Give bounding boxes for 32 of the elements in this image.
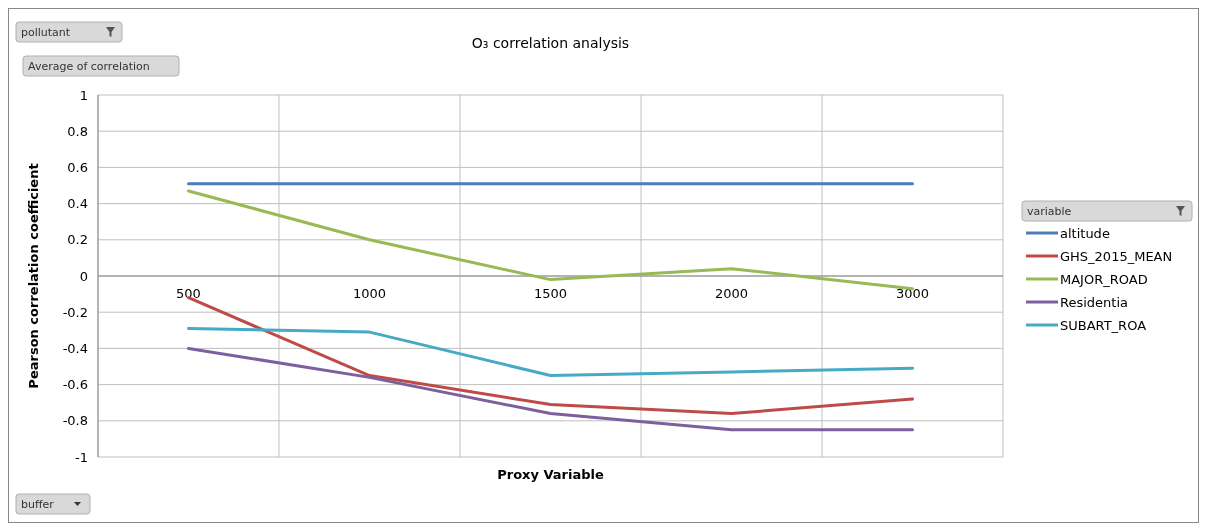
legend-label: altitude [1060,225,1110,241]
legend-title: variable [1027,205,1072,218]
legend-label: MAJOR_ROAD [1060,271,1148,287]
y-tick-label: -0.4 [62,340,88,356]
y-tick-label: 0.2 [67,232,88,248]
x-tick-label: 2000 [714,286,749,301]
line-series [187,189,914,291]
text: pollutant [21,26,71,39]
legend-label: Residentia [1060,294,1128,310]
x-tick-label: 1000 [352,286,387,301]
y-tick-label: 0.4 [67,196,88,212]
x-tick-label: 1500 [533,286,568,301]
chart-title: O₃ correlation analysis [471,35,630,51]
x-tick-label: 500 [176,286,201,301]
line-series [187,326,914,378]
y-tick-label: -0.8 [62,413,88,429]
y-tick-label: 1 [79,87,88,103]
y-tick-label: -0.6 [62,377,88,393]
text: buffer [21,498,55,511]
text: Average of correlation [28,60,150,73]
legend-label: GHS_2015_MEAN [1060,248,1173,264]
y-tick-label: 0.8 [67,123,88,139]
y-tick-label: -1 [75,449,88,465]
y-tick-label: 0.6 [67,159,88,175]
y-tick-label: -0.2 [62,304,88,320]
line-series [187,296,914,416]
y-tick-label: 0 [79,268,88,284]
legend-label: SUBART_ROA [1060,317,1147,333]
y-axis-title: Pearson correlation coefficient [26,163,41,389]
x-axis-title: Proxy Variable [497,467,604,482]
line-series [187,346,914,432]
x-tick-label: 3000 [895,286,930,301]
